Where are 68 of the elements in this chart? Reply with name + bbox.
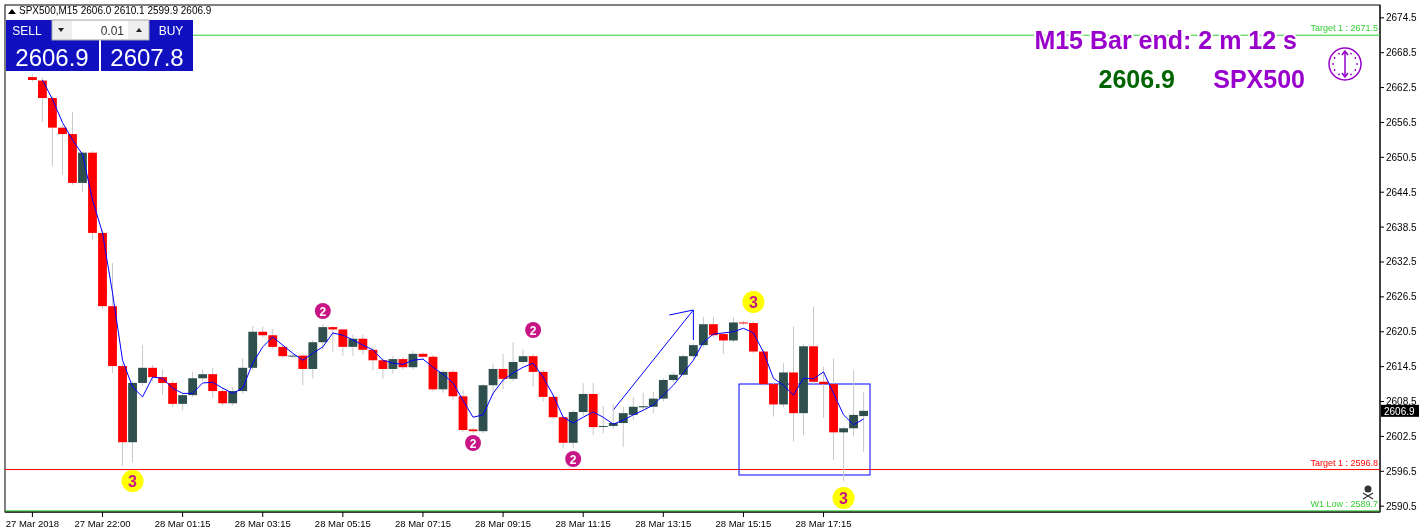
candlestick <box>368 346 378 371</box>
ref-line-label: Target 1 : 2671.5 <box>1310 23 1378 34</box>
y-tick-label: 2608.5 <box>1386 396 1418 408</box>
candlestick <box>418 351 428 360</box>
annotation: 3 <box>748 294 758 311</box>
annotation: 3 <box>128 473 138 490</box>
ref-line-label: Target 1 : 2596.8 <box>1310 457 1378 468</box>
y-tick-label: 2602.5 <box>1386 430 1418 442</box>
candlestick <box>598 405 608 435</box>
y-tick-label: 2614.5 <box>1386 361 1418 373</box>
candlestick <box>528 353 538 388</box>
annotation: 2 <box>319 304 327 319</box>
candlestick <box>318 323 328 350</box>
y-tick-label: 2638.5 <box>1386 221 1418 233</box>
annotation: BUY <box>158 24 184 38</box>
annotation: 2 <box>569 452 577 467</box>
x-tick-label: 28 Mar 03:15 <box>234 518 291 529</box>
candlestick <box>138 344 147 387</box>
candlestick <box>228 386 238 407</box>
x-tick-label: 28 Mar 11:15 <box>555 518 611 529</box>
x-tick-label: 28 Mar 09:15 <box>475 518 532 529</box>
candlestick <box>698 316 708 348</box>
chart-title: SPX500,M15 2606.0 2610.1 2599.9 2606.9 <box>19 5 212 16</box>
y-tick-label: 2656.5 <box>1386 116 1418 128</box>
candlestick <box>38 77 47 123</box>
candlestick <box>468 427 478 435</box>
x-tick-label: 28 Mar 15:15 <box>715 518 772 529</box>
candlestick <box>839 426 848 482</box>
ref-line-label: W1 Low : 2589.7 <box>1310 498 1378 509</box>
y-tick-label: 2596.5 <box>1386 465 1418 477</box>
annotation: 0.01 <box>100 24 125 38</box>
text: SPX500 <box>1213 65 1305 93</box>
y-tick-label: 2620.5 <box>1386 326 1418 338</box>
candlestick <box>678 353 688 378</box>
annotation: 2 <box>529 323 537 338</box>
y-tick-label: 2662.5 <box>1386 82 1418 94</box>
candlestick <box>168 379 178 408</box>
candlestick <box>578 382 588 417</box>
candlestick <box>769 381 778 418</box>
candlestick <box>819 366 828 419</box>
candlestick <box>238 357 248 395</box>
x-tick-label: 27 Mar 2018 <box>5 518 60 529</box>
y-tick-label: 2632.5 <box>1386 256 1418 268</box>
x-tick-label: 28 Mar 01:15 <box>154 518 211 529</box>
y-tick-label: 2590.5 <box>1386 500 1418 512</box>
candlestick <box>518 348 528 365</box>
x-tick-label: 28 Mar 07:15 <box>394 518 451 529</box>
annotation: 2607.8 <box>110 44 184 71</box>
y-tick-label: 2644.5 <box>1386 186 1418 198</box>
annotation: SELL <box>12 24 42 38</box>
x-tick-label: 28 Mar 05:15 <box>314 518 371 529</box>
y-tick-label: 2650.5 <box>1386 151 1418 163</box>
candlestick <box>188 371 198 398</box>
candlestick <box>488 363 498 397</box>
annotation: 2606.9 <box>15 44 89 71</box>
x-tick-label: 28 Mar 13:15 <box>635 518 692 529</box>
y-tick-label: 2674.5 <box>1386 12 1418 24</box>
candlestick <box>328 325 338 353</box>
annotation: 3 <box>839 490 849 507</box>
y-tick-label: 2626.5 <box>1386 291 1418 303</box>
y-tick-label: 2668.5 <box>1386 47 1418 59</box>
candlestick <box>208 367 218 399</box>
text: 2606.9 <box>1098 65 1175 93</box>
x-tick-label: 28 Mar 17:15 <box>795 518 852 529</box>
x-tick-label: 27 Mar 22:00 <box>74 518 131 529</box>
candlestick <box>729 316 738 343</box>
text: 2606.9 <box>1384 405 1416 417</box>
annotation: 2 <box>469 436 477 451</box>
